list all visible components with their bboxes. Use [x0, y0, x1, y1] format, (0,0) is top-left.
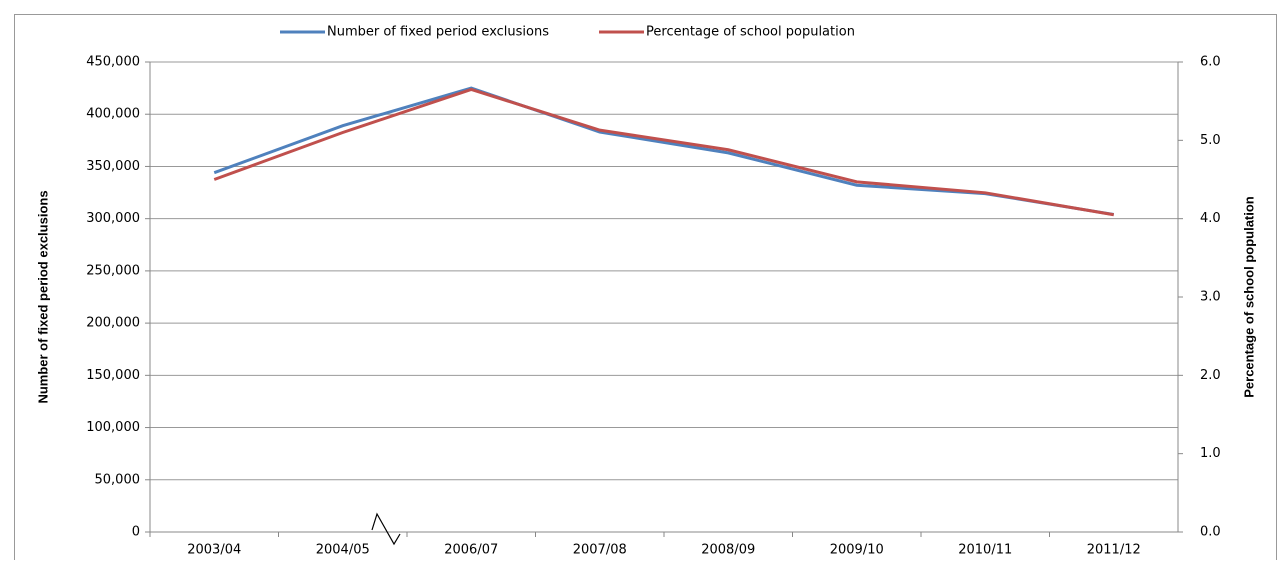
y2-tick-label: 4.0: [1200, 211, 1221, 226]
y2-axis-title: Percentage of school population: [1241, 196, 1256, 398]
series-line: [213, 86, 1114, 216]
x-tick-label: 2006/07: [444, 543, 498, 558]
legend-label: Percentage of school population: [646, 25, 855, 40]
y2-tick-label: 0.0: [1200, 525, 1221, 540]
y-axis-title: Number of fixed period exclusions: [35, 190, 50, 403]
x-tick-label: 2011/12: [1087, 543, 1141, 558]
y-tick-label: 400,000: [86, 107, 140, 122]
y2-tick-label: 2.0: [1200, 368, 1221, 383]
x-tick-label: 2009/10: [830, 543, 884, 558]
x-tick-label: 2004/05: [316, 543, 370, 558]
y-tick-label: 250,000: [86, 263, 140, 278]
x-tick-label: 2003/04: [187, 543, 241, 558]
x-tick-label: 2008/09: [701, 543, 755, 558]
y-tick-label: 300,000: [86, 211, 140, 226]
y2-tick-label: 5.0: [1200, 133, 1221, 148]
y2-tick-label: 6.0: [1200, 55, 1221, 70]
y2-tick-label: 3.0: [1200, 290, 1221, 305]
y-tick-label: 350,000: [86, 159, 140, 174]
y-tick-label: 0: [132, 525, 140, 540]
axis-break: [371, 512, 401, 546]
y-tick-label: 50,000: [95, 472, 141, 487]
y2-tick-label: 1.0: [1200, 446, 1221, 461]
series-line: [213, 87, 1115, 217]
x-tick-label: 2007/08: [573, 543, 627, 558]
y-tick-label: 100,000: [86, 420, 140, 435]
legend-label: Number of fixed period exclusions: [327, 25, 549, 40]
x-tick-label: 2010/11: [958, 543, 1012, 558]
chart-border: [14, 14, 1277, 564]
y-tick-label: 200,000: [86, 316, 140, 331]
y-tick-label: 450,000: [86, 55, 140, 70]
y-tick-label: 150,000: [86, 368, 140, 383]
